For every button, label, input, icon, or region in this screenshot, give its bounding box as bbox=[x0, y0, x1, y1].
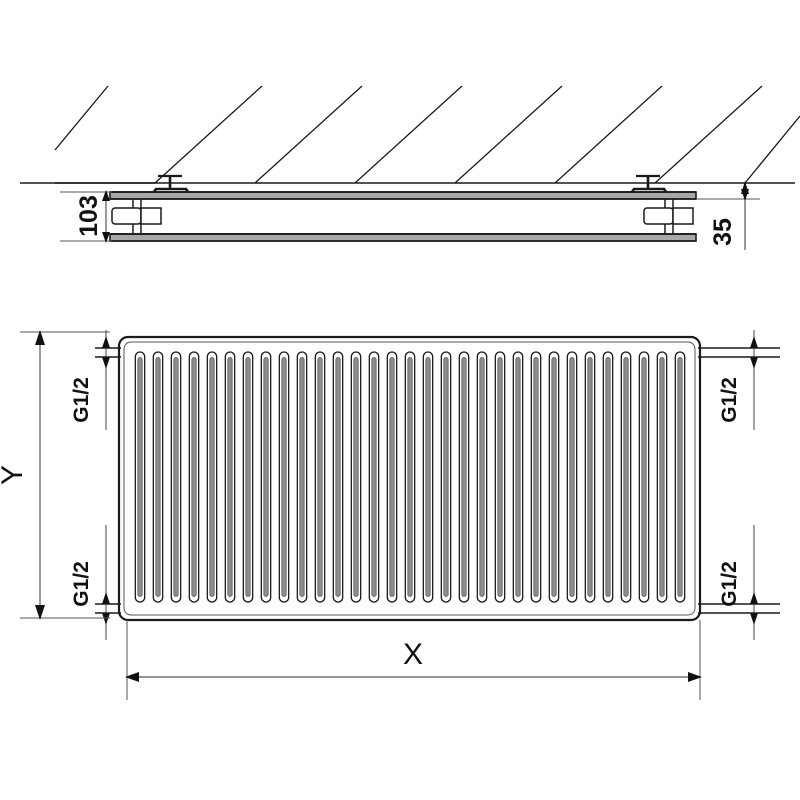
connection-stub-top-right bbox=[698, 347, 780, 358]
radiator-fin-core bbox=[569, 357, 575, 597]
connection-stub-top-left bbox=[95, 347, 121, 358]
radiator-fin-core bbox=[659, 357, 665, 597]
radiator-panel-inner-outline bbox=[123, 341, 696, 616]
radiator-fin-core bbox=[299, 357, 305, 597]
connection-label-top-left: G1/2 bbox=[70, 330, 110, 430]
radiator-fin-core bbox=[335, 357, 341, 597]
radiator-fin-core bbox=[443, 357, 449, 597]
radiator-fin-core bbox=[173, 357, 179, 597]
radiator-fin-core bbox=[533, 357, 539, 597]
dimension-wall-gap: 35 bbox=[696, 181, 760, 250]
connection-stub-bottom-right bbox=[698, 603, 780, 614]
g-half-label-top-right: G1/2 bbox=[718, 377, 741, 423]
radiator-fin-core bbox=[497, 357, 503, 597]
radiator-fin-core bbox=[191, 357, 197, 597]
radiator-fin-core bbox=[461, 357, 467, 597]
dimension-height: Y bbox=[0, 330, 45, 620]
dimension-width: X bbox=[125, 638, 702, 682]
radiator-fin-core bbox=[227, 357, 233, 597]
connection-label-top-right: G1/2 bbox=[718, 330, 758, 430]
radiator-fin-core bbox=[263, 357, 269, 597]
radiator-fin-core bbox=[371, 357, 377, 597]
radiator-fin-core bbox=[281, 357, 287, 597]
radiator-fin-core bbox=[137, 357, 143, 597]
radiator-fin-core bbox=[155, 357, 161, 597]
radiator-fin-core bbox=[587, 357, 593, 597]
radiator-fin-core bbox=[317, 357, 323, 597]
radiator-fin-core bbox=[245, 357, 251, 597]
radiator-fin-core bbox=[389, 357, 395, 597]
radiator-fin-core bbox=[407, 357, 413, 597]
connection-label-bottom-right: G1/2 bbox=[718, 525, 758, 640]
front-elevation-view: G1/2 G1/2 G1/2 G1/2 bbox=[0, 330, 780, 700]
pipe-connector-left bbox=[111, 199, 162, 234]
dimension-depth: 103 bbox=[60, 190, 112, 243]
g-half-label-bottom-left: G1/2 bbox=[70, 561, 93, 607]
wall-gap-dimension-label: 35 bbox=[709, 218, 737, 246]
radiator-fin-core bbox=[479, 357, 485, 597]
g-half-label-top-left: G1/2 bbox=[70, 377, 93, 423]
top-section-view: 103 35 bbox=[20, 85, 800, 250]
radiator-fin-core bbox=[425, 357, 431, 597]
height-dimension-label: Y bbox=[0, 465, 29, 485]
radiator-fin-core bbox=[641, 357, 647, 597]
radiator-fin-core bbox=[605, 357, 611, 597]
g-half-label-bottom-right: G1/2 bbox=[718, 561, 741, 607]
width-dimension-label: X bbox=[403, 638, 423, 671]
connection-label-bottom-left: G1/2 bbox=[70, 525, 110, 640]
radiator-fin-core bbox=[677, 357, 683, 597]
pipe-connector-right bbox=[643, 199, 694, 234]
wall-hatching bbox=[54, 85, 800, 184]
radiator-fin-core bbox=[209, 357, 215, 597]
radiator-fins bbox=[134, 351, 686, 603]
radiator-panel-band-bottom bbox=[109, 233, 697, 242]
radiator-fin-core bbox=[551, 357, 557, 597]
depth-dimension-label: 103 bbox=[75, 195, 103, 237]
radiator-fin-core bbox=[515, 357, 521, 597]
radiator-panel-band-top bbox=[109, 191, 697, 200]
radiator-fin-core bbox=[353, 357, 359, 597]
connection-stub-bottom-left bbox=[95, 603, 121, 614]
radiator-fin-core bbox=[623, 357, 629, 597]
